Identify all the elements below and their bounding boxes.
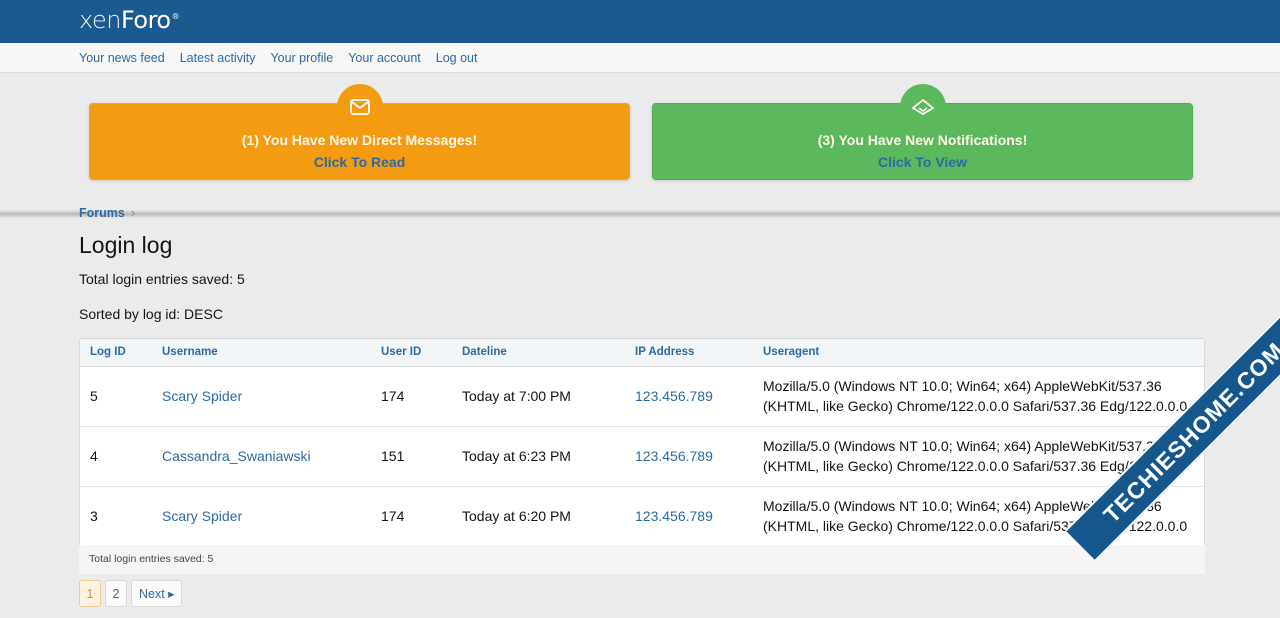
- table-row: 5 Scary Spider 174 Today at 7:00 PM 123.…: [80, 366, 1204, 427]
- next-page-button[interactable]: Next ▸: [131, 580, 183, 607]
- useragent-line-2: (KHTML, like Gecko) Chrome/122.0.0.0 Saf…: [763, 458, 1188, 474]
- notifications-view-link[interactable]: Click To View: [878, 154, 967, 170]
- cell-dateline: Today at 6:23 PM: [452, 426, 625, 487]
- cell-username-link[interactable]: Cassandra_Swaniawski: [152, 426, 371, 487]
- notifications-banner-text: (3) You Have New Notifications!: [817, 132, 1028, 148]
- useragent-line-1: Mozilla/5.0 (Windows NT 10.0; Win64; x64…: [763, 378, 1162, 394]
- nav-your-account[interactable]: Your account: [348, 50, 421, 65]
- site-header: xenForo®: [0, 0, 1280, 43]
- cell-user-id: 151: [371, 426, 452, 487]
- messages-banner[interactable]: (1) You Have New Direct Messages! Click …: [89, 84, 630, 180]
- sub-navigation: Your news feed Latest activity Your prof…: [0, 43, 1280, 73]
- cell-user-id: 174: [371, 366, 452, 427]
- cell-user-id: 174: [381, 508, 405, 525]
- logo-text-xen: xen: [79, 6, 121, 34]
- table-row: 3 Scary Spider 174 Today at 6:20 PM 123.…: [80, 486, 1204, 546]
- col-header-dateline[interactable]: Dateline: [452, 339, 625, 367]
- notification-icon: [899, 84, 946, 130]
- cell-log-id: 3: [90, 508, 98, 525]
- cell-dateline: Today at 7:00 PM: [452, 366, 625, 427]
- pagination: 1 2 Next ▸: [79, 580, 183, 607]
- cell-username-link[interactable]: Scary Spider: [152, 366, 371, 427]
- table-row: 4 Cassandra_Swaniawski 151 Today at 6:23…: [80, 426, 1204, 487]
- cell-username-link[interactable]: Scary Spider: [162, 508, 243, 525]
- banner-divider: [0, 210, 1280, 218]
- page-title: Login log: [79, 232, 173, 258]
- messages-banner-text: (1) You Have New Direct Messages!: [241, 132, 478, 148]
- col-header-user-id[interactable]: User ID: [371, 339, 452, 367]
- cell-dateline: Today at 6:20 PM: [462, 508, 571, 525]
- nav-your-profile[interactable]: Your profile: [270, 50, 334, 65]
- envelope-icon: [336, 84, 383, 130]
- notifications-banner[interactable]: (3) You Have New Notifications! Click To…: [652, 84, 1193, 180]
- table-footer: Total login entries saved: 5: [79, 545, 1205, 574]
- cell-ip-link[interactable]: 123.456.789: [625, 366, 753, 427]
- breadcrumb: Forums ›: [79, 206, 135, 220]
- cell-log-id: 5: [80, 366, 152, 427]
- alert-banners: (1) You Have New Direct Messages! Click …: [0, 73, 1280, 218]
- chevron-right-icon: ›: [130, 206, 136, 220]
- cell-useragent: Mozilla/5.0 (Windows NT 10.0; Win64; x64…: [753, 366, 1204, 427]
- nav-log-out[interactable]: Log out: [435, 50, 478, 65]
- logo-registered-mark: ®: [171, 12, 180, 21]
- total-entries-text: Total login entries saved: 5: [79, 271, 245, 287]
- page-2-button[interactable]: 2: [105, 580, 127, 607]
- nav-news-feed[interactable]: Your news feed: [79, 50, 165, 65]
- useragent-line-2: (KHTML, like Gecko) Chrome/122.0.0.0 Saf…: [763, 398, 1188, 414]
- cell-ip-link[interactable]: 123.456.789: [625, 426, 753, 487]
- useragent-line-1: Mozilla/5.0 (Windows NT 10.0; Win64; x64…: [763, 438, 1162, 454]
- login-log-table: Log ID Username User ID Dateline IP Addr…: [79, 338, 1205, 547]
- site-logo[interactable]: xenForo®: [79, 6, 180, 34]
- breadcrumb-forums[interactable]: Forums: [79, 206, 125, 220]
- col-header-username[interactable]: Username: [152, 339, 371, 367]
- col-header-ip-address[interactable]: IP Address: [625, 339, 753, 367]
- logo-text-foro: Foro: [120, 6, 171, 34]
- page-1-button[interactable]: 1: [79, 580, 101, 607]
- sort-info-text: Sorted by log id: DESC: [79, 306, 223, 322]
- cell-ip-link[interactable]: 123.456.789: [635, 508, 713, 525]
- nav-latest-activity[interactable]: Latest activity: [179, 50, 256, 65]
- col-header-useragent[interactable]: Useragent: [753, 339, 1204, 367]
- col-header-log-id[interactable]: Log ID: [80, 339, 152, 367]
- table-header-row: Log ID Username User ID Dateline IP Addr…: [80, 339, 1204, 367]
- useragent-line-1: Mozilla/5.0 (Windows NT 10.0; Win64; x64…: [763, 498, 1162, 515]
- messages-read-link[interactable]: Click To Read: [313, 154, 406, 170]
- cell-log-id: 4: [80, 426, 152, 487]
